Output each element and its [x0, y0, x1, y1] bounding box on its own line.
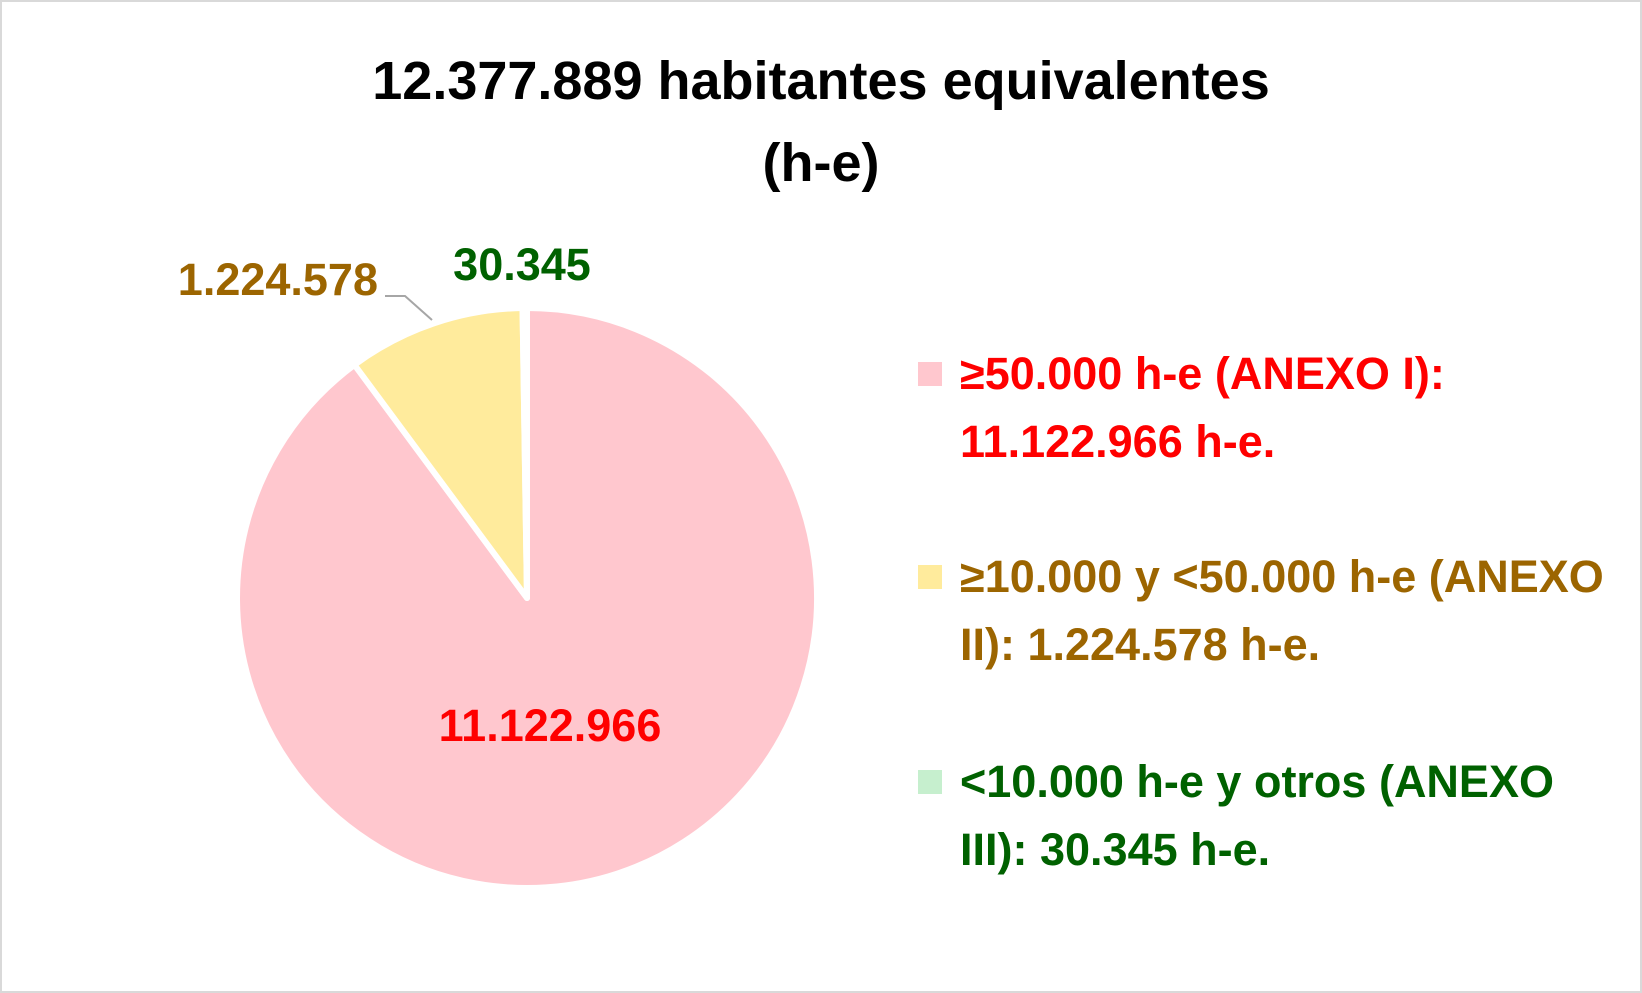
pie-slice-anexo-i: [234, 305, 820, 891]
pie-slice-anexo-iii: [519, 304, 530, 601]
data-label-anexo-i: 11.122.966: [439, 700, 662, 751]
legend-swatch-anexo-ii: [918, 565, 942, 589]
legend-text-anexo-i: ≥50.000 h-e (ANEXO I): 11.122.966 h-e.: [960, 348, 1445, 467]
data-label-leader-line: [385, 295, 433, 321]
chart-title-line-2: (h-e): [762, 133, 880, 193]
pie-slice-anexo-ii: [351, 305, 530, 601]
legend-text-anexo-iii: <10.000 h-e y otros (ANEXO III): 30.345 …: [960, 756, 1554, 875]
legend-swatch-anexo-iii: [918, 770, 942, 794]
data-label-anexo-ii: 1.224.578: [178, 254, 378, 305]
legend-swatch-anexo-i: [918, 362, 942, 386]
chart-title-line-1: 12.377.889 habitantes equivalentes: [372, 51, 1270, 111]
data-labels: 11.122.966 1.224.578 30.345: [178, 239, 662, 751]
chart-title: 12.377.889 habitantes equivalentes (h-e): [0, 40, 1642, 204]
data-label-anexo-iii: 30.345: [453, 239, 591, 290]
legend-text-anexo-ii: ≥10.000 y <50.000 h-e (ANEXO II): 1.224.…: [960, 551, 1604, 670]
pie-slices: [234, 304, 820, 891]
